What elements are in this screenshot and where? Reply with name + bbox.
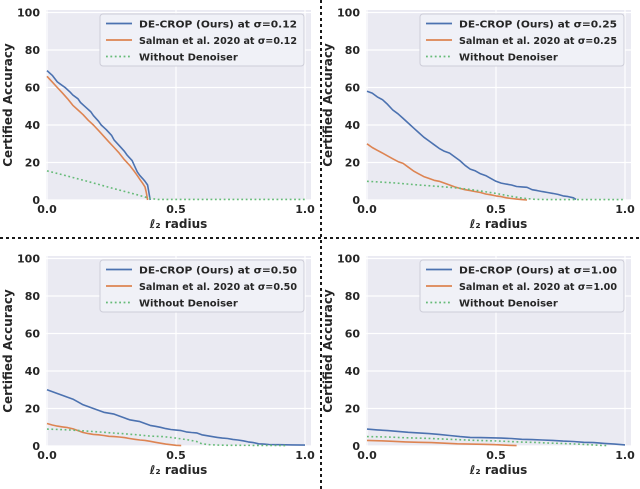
x-tick-label: 1.0: [295, 449, 315, 462]
series-line-decrop: [46, 389, 306, 446]
chart-panel-sigma-012: 0 20 40 60 80 100 0.0 0.5 1.0 Certified Accuracy ℓ…: [0, 0, 320, 237]
series-line-salman: [46, 75, 149, 201]
y-tick-label: 20: [25, 403, 41, 416]
legend-label: Salman et al. 2020 at σ=1.00: [459, 282, 617, 293]
y-tick-label: 0: [32, 440, 40, 453]
legend-box: [99, 13, 305, 67]
legend-label: DE-CROP (Ours) at σ=0.25: [459, 19, 617, 30]
x-tick-label: 0.5: [486, 203, 506, 216]
quadrant-divider-vertical: [320, 0, 322, 489]
series-line-decrop: [46, 70, 151, 201]
y-tick-label: 0: [32, 194, 40, 207]
legend: DE-CROP (Ours) at σ=0.25 Salman et al. 20…: [419, 13, 625, 67]
legend: DE-CROP (Ours) at σ=0.12 Salman et al. 20…: [99, 13, 305, 67]
legend-box: [419, 13, 625, 67]
y-tick-label: 100: [337, 253, 360, 266]
x-tick-label: 0.0: [357, 203, 377, 216]
y-tick-label: 40: [25, 365, 41, 378]
legend-label: Without Denoiser: [139, 52, 238, 63]
y-tick-label: 100: [17, 253, 40, 266]
y-tick-label: 80: [25, 290, 41, 303]
legend: DE-CROP (Ours) at σ=1.00 Salman et al. 20…: [419, 259, 625, 313]
y-axis-label: Certified Accuracy: [1, 289, 15, 413]
chart-panel-sigma-050: 0 20 40 60 80 100 0.0 0.5 1.0 Certified Accuracy ℓ…: [0, 246, 320, 483]
y-tick-label: 80: [25, 44, 41, 57]
x-tick-label: 0.0: [37, 203, 57, 216]
x-tick-label: 0.5: [486, 449, 506, 462]
x-tick-label: 1.0: [615, 203, 635, 216]
legend-label: Salman et al. 2020 at σ=0.25: [459, 36, 617, 47]
chart-sigma-025: 0 20 40 60 80 100 0.0 0.5 1.0 Certified Accuracy ℓ…: [321, 7, 635, 232]
y-axis-label: Certified Accuracy: [321, 43, 335, 167]
chart-panel-sigma-025: 0 20 40 60 80 100 0.0 0.5 1.0 Certified Accuracy ℓ…: [320, 0, 640, 237]
y-tick-label: 20: [345, 403, 361, 416]
legend-label: DE-CROP (Ours) at σ=0.12: [139, 19, 297, 30]
legend: DE-CROP (Ours) at σ=0.50 Salman et al. 20…: [99, 259, 305, 313]
y-axis-label: Certified Accuracy: [321, 289, 335, 413]
y-tick-label: 40: [345, 119, 361, 132]
y-tick-label: 100: [337, 7, 360, 20]
series-line-without_denoiser: [46, 428, 287, 447]
series-line-decrop: [366, 428, 626, 446]
y-tick-label: 100: [17, 7, 40, 20]
y-tick-label: 0: [352, 194, 360, 207]
x-tick-label: 0.5: [166, 449, 186, 462]
series-line-salman: [366, 143, 528, 201]
legend-label: Salman et al. 2020 at σ=0.50: [139, 282, 297, 293]
series-line-salman: [366, 439, 517, 447]
x-axis-label: ℓ₂ radius: [149, 217, 208, 231]
y-tick-label: 60: [345, 328, 361, 341]
y-tick-label: 20: [345, 157, 361, 170]
y-tick-label: 20: [25, 157, 41, 170]
x-tick-label: 1.0: [615, 449, 635, 462]
y-tick-label: 60: [345, 82, 361, 95]
series-line-without_denoiser: [366, 180, 625, 201]
x-tick-label: 0.5: [166, 203, 186, 216]
legend-box: [99, 259, 305, 313]
x-axis-label: ℓ₂ radius: [469, 463, 528, 477]
y-tick-label: 40: [345, 365, 361, 378]
y-tick-label: 80: [345, 44, 361, 57]
series-line-salman: [46, 422, 182, 447]
legend-label: Without Denoiser: [139, 298, 238, 309]
legend-box: [419, 259, 625, 313]
legend-label: DE-CROP (Ours) at σ=1.00: [459, 265, 617, 276]
legend-label: DE-CROP (Ours) at σ=0.50: [139, 265, 297, 276]
series-line-without_denoiser: [46, 170, 305, 201]
y-tick-label: 80: [345, 290, 361, 303]
y-tick-label: 0: [352, 440, 360, 453]
legend-label: Without Denoiser: [459, 298, 558, 309]
legend-label: Without Denoiser: [459, 52, 558, 63]
chart-sigma-050: 0 20 40 60 80 100 0.0 0.5 1.0 Certified Accuracy ℓ…: [1, 253, 315, 478]
x-tick-label: 0.0: [357, 449, 377, 462]
chart-sigma-012: 0 20 40 60 80 100 0.0 0.5 1.0 Certified Accuracy ℓ…: [1, 7, 315, 232]
x-axis-label: ℓ₂ radius: [149, 463, 208, 477]
y-axis-label: Certified Accuracy: [1, 43, 15, 167]
series-line-without_denoiser: [366, 435, 607, 447]
y-tick-label: 60: [25, 82, 41, 95]
legend-label: Salman et al. 2020 at σ=0.12: [139, 36, 297, 47]
x-axis-label: ℓ₂ radius: [469, 217, 528, 231]
x-tick-label: 1.0: [295, 203, 315, 216]
y-tick-label: 40: [25, 119, 41, 132]
chart-panel-sigma-100: 0 20 40 60 80 100 0.0 0.5 1.0 Certified Accuracy ℓ…: [320, 246, 640, 483]
chart-sigma-100: 0 20 40 60 80 100 0.0 0.5 1.0 Certified Accuracy ℓ…: [321, 253, 635, 478]
series-line-decrop: [366, 90, 577, 201]
x-tick-label: 0.0: [37, 449, 57, 462]
y-tick-label: 60: [25, 328, 41, 341]
